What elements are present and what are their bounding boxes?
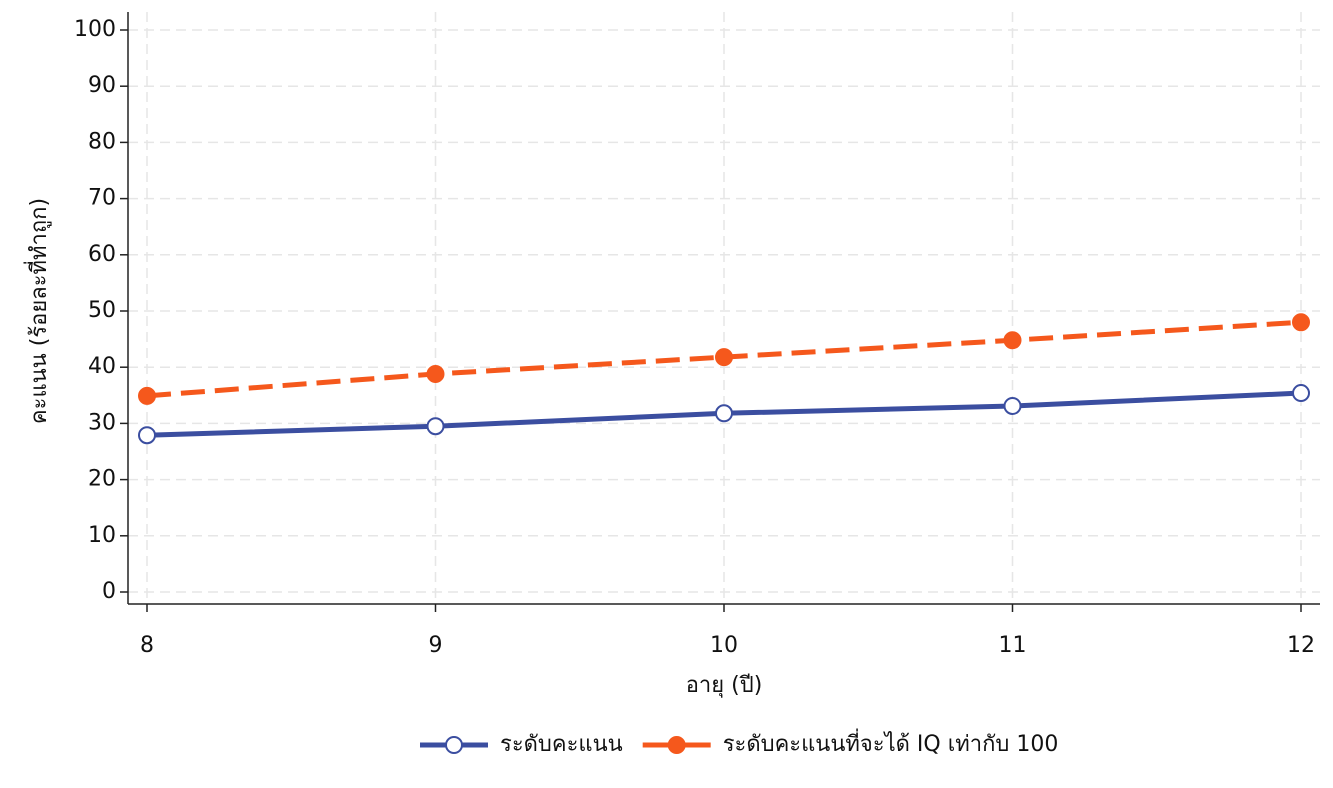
data-point bbox=[1292, 384, 1310, 403]
legend-label: ระดับคะแนนที่จะได้ IQ เท่ากับ 100 bbox=[723, 728, 1059, 757]
y-axis-label: คะแนน (ร้อยละที่ทำถูก) bbox=[23, 198, 52, 424]
y-tick-label: 50 bbox=[88, 298, 116, 323]
legend-marker bbox=[445, 736, 463, 754]
x-tick-label: 8 bbox=[140, 633, 154, 658]
data-point bbox=[1003, 331, 1022, 350]
y-tick-label: 20 bbox=[88, 467, 116, 492]
legend-marker bbox=[667, 736, 686, 754]
data-point bbox=[1003, 396, 1022, 415]
y-tick-label: 40 bbox=[88, 354, 116, 379]
x-tick-label: 11 bbox=[999, 633, 1027, 658]
x-tick-label: 10 bbox=[710, 633, 738, 658]
data-point bbox=[426, 364, 445, 383]
data-point bbox=[138, 386, 156, 405]
data-point bbox=[715, 404, 733, 423]
y-tick-label: 90 bbox=[88, 73, 116, 98]
legend-label: ระดับคะแนน bbox=[500, 732, 623, 757]
y-tick-label: 80 bbox=[88, 129, 116, 154]
x-tick-label: 12 bbox=[1287, 633, 1315, 658]
y-tick-label: 100 bbox=[74, 17, 116, 42]
x-tick-label: 9 bbox=[429, 633, 443, 658]
data-point bbox=[1292, 313, 1310, 332]
y-tick-label: 0 bbox=[102, 579, 116, 604]
y-tick-label: 70 bbox=[88, 186, 116, 211]
data-point bbox=[426, 417, 445, 436]
x-axis-label: อายุ (ปี) bbox=[686, 673, 763, 698]
y-tick-label: 30 bbox=[88, 410, 116, 435]
y-tick-label: 10 bbox=[88, 523, 116, 548]
y-tick-label: 60 bbox=[88, 242, 116, 267]
data-point bbox=[715, 348, 733, 367]
data-point bbox=[138, 426, 156, 445]
